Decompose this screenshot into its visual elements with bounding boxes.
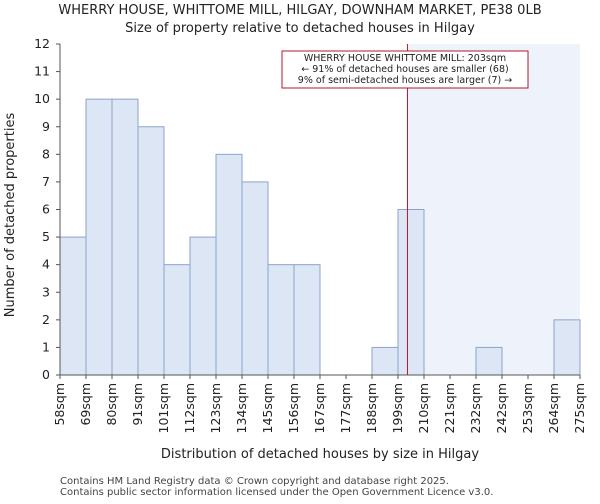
y-tick-label: 0 [42, 367, 50, 382]
x-tick-label: 91sqm [130, 383, 145, 426]
bar-145sqm [267, 264, 295, 376]
x-tick-label: 123sqm [208, 383, 223, 433]
highlight-region [407, 44, 580, 375]
x-tick-label: 232sqm [468, 383, 483, 433]
x-tick-label: 69sqm [78, 383, 93, 426]
bar-112sqm [189, 236, 217, 376]
annotation-line-1: WHERRY HOUSE WHITTOME MILL: 203sqm [304, 53, 506, 64]
bar-58sqm [59, 236, 87, 376]
chart-subtitle: Size of property relative to detached ho… [125, 21, 475, 36]
footer-line-2: Contains public sector information licen… [60, 487, 493, 498]
x-tick-label: 264sqm [546, 383, 561, 433]
y-tick-label: 3 [42, 284, 50, 299]
x-tick-label: 101sqm [156, 383, 171, 433]
y-tick-label: 11 [34, 64, 50, 79]
x-tick-label: 188sqm [364, 383, 379, 433]
x-tick-label: 177sqm [338, 383, 353, 433]
chart-title: WHERRY HOUSE, WHITTOME MILL, HILGAY, DOW… [58, 3, 541, 18]
bar-264sqm [553, 319, 581, 376]
bar-156sqm [293, 264, 321, 376]
marker-annotation: WHERRY HOUSE WHITTOME MILL: 203sqm ← 91%… [281, 50, 529, 89]
x-axis-ticks: 58sqm 69sqm 80sqm 91sqm 101sqm 112sqm 123sqm 13… [52, 375, 587, 433]
bar-80sqm [111, 98, 139, 376]
x-tick-label: 221sqm [442, 383, 457, 433]
y-tick-label: 4 [42, 257, 50, 272]
y-tick-label: 2 [42, 312, 50, 327]
bar-91sqm [137, 126, 165, 376]
x-tick-label: 80sqm [104, 383, 119, 426]
bar-232sqm [475, 346, 503, 376]
bar-199sqm [397, 209, 425, 376]
x-tick-label: 199sqm [390, 383, 405, 433]
bars [59, 98, 581, 376]
y-tick-label: 7 [42, 174, 50, 189]
x-tick-label: 242sqm [494, 383, 509, 433]
y-tick-label: 6 [42, 202, 50, 217]
annotation-box [281, 50, 529, 89]
x-tick-label: 253sqm [520, 383, 535, 433]
y-axis-title: Number of detached properties [3, 113, 18, 318]
x-tick-label: 275sqm [572, 383, 587, 433]
x-tick-label: 145sqm [260, 383, 275, 433]
x-axis-title: Distribution of detached houses by size … [161, 447, 479, 462]
annotation-line-3: 9% of semi-detached houses are larger (7… [298, 75, 512, 86]
y-tick-label: 1 [42, 339, 50, 354]
bar-123sqm [215, 153, 243, 376]
y-tick-label: 9 [42, 119, 50, 134]
x-tick-label: 210sqm [416, 383, 431, 433]
bar-69sqm [85, 98, 113, 376]
y-tick-label: 8 [42, 146, 50, 161]
bar-188sqm [371, 346, 399, 376]
footer-line-1: Contains HM Land Registry data © Crown c… [60, 476, 449, 487]
y-tick-label: 12 [34, 36, 50, 51]
y-tick-label: 5 [42, 229, 50, 244]
x-tick-label: 58sqm [52, 383, 67, 426]
annotation-line-2: ← 91% of detached houses are smaller (68… [301, 64, 508, 75]
x-tick-label: 112sqm [182, 383, 197, 433]
x-tick-label: 156sqm [286, 383, 301, 433]
bar-134sqm [241, 181, 269, 376]
y-tick-label: 10 [34, 91, 50, 106]
bar-101sqm [163, 264, 191, 376]
x-tick-label: 167sqm [312, 383, 327, 433]
x-tick-label: 134sqm [234, 383, 249, 433]
